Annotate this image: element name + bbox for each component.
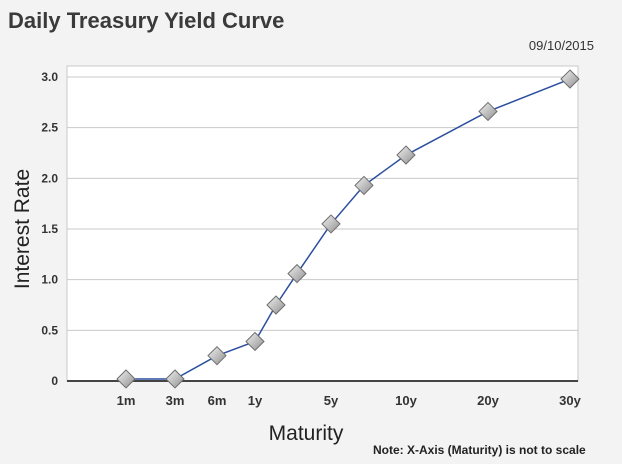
x-tick-label: 1m	[117, 393, 136, 408]
x-tick-label: 6m	[208, 393, 227, 408]
y-tick-label: 1.5	[41, 222, 58, 236]
y-tick-label: 2.0	[41, 171, 58, 185]
data-point-7y	[354, 175, 374, 196]
y-tick-label: 0.5	[41, 323, 58, 337]
x-tick-label: 1y	[248, 393, 263, 408]
data-point-2y	[266, 295, 286, 315]
data-point-5y	[321, 214, 341, 234]
data-point-3y	[287, 263, 307, 284]
data-point-10y	[396, 145, 416, 165]
y-tick-label: 1.0	[41, 273, 58, 287]
data-point-20y	[478, 101, 498, 122]
chart-title: Daily Treasury Yield Curve	[8, 8, 285, 33]
scale-note: Note: X-Axis (Maturity) is not to scale	[373, 443, 586, 457]
data-point-6m	[207, 345, 227, 366]
chart-date: 09/10/2015	[528, 38, 594, 53]
x-tick-label: 3m	[166, 393, 185, 408]
y-axis-title: Interest Rate	[11, 169, 34, 289]
x-tick-label: 30y	[559, 393, 581, 408]
x-tick-label: 10y	[395, 393, 417, 408]
data-point-1y	[245, 331, 265, 352]
x-tick-label: 5y	[324, 393, 339, 408]
y-tick-label: 0	[51, 374, 58, 388]
data-point-30y	[560, 69, 580, 89]
x-axis-title: Maturity	[269, 422, 344, 445]
y-tick-label: 3.0	[41, 70, 58, 84]
y-tick-label: 2.5	[41, 121, 58, 135]
data-point-3m	[165, 369, 185, 389]
data-point-1m	[116, 369, 136, 389]
x-tick-label: 20y	[477, 393, 499, 408]
